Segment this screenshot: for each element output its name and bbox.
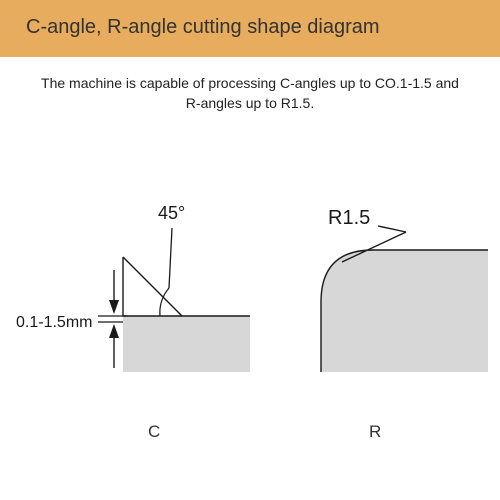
c-dimension-label: 0.1-1.5mm [16,314,92,331]
caption-row: C R [0,422,500,462]
r-shape [321,250,488,372]
subtitle: The machine is capable of processing C-a… [0,57,500,122]
title-text: C-angle, R-angle cutting shape diagram [26,16,380,38]
c-shape-outline [123,257,250,316]
c-caption: C [148,422,160,442]
r-leader-1 [378,226,406,232]
r-caption: R [369,422,381,442]
r-radius-label: R1.5 [328,207,370,229]
subtitle-text: The machine is capable of processing C-a… [41,75,459,111]
diagram-area: 45° 0.1-1.5mm R1.5 [0,122,500,422]
c-dim-top-head [109,300,119,314]
r-angle-diagram: R1.5 [278,182,488,372]
c-shape [123,257,250,372]
c-angle-diagram: 45° 0.1-1.5mm [10,182,250,372]
c-angle-label: 45° [158,203,185,223]
c-dim-bot-head [109,324,119,338]
c-chamfer-edge [123,257,182,316]
c-angle-leader [169,228,172,288]
title-bar: C-angle, R-angle cutting shape diagram [0,0,500,57]
